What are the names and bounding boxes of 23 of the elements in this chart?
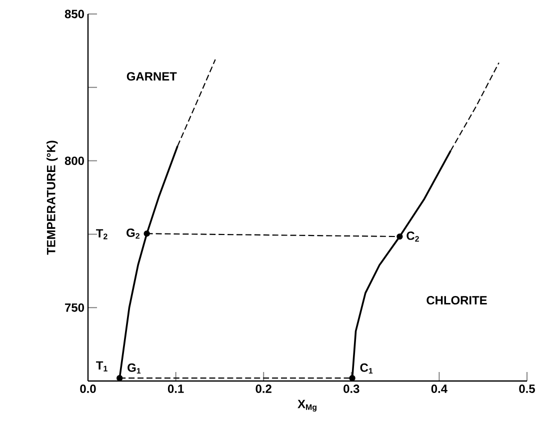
- annotation: CHLORITE: [426, 296, 487, 304]
- annotation: G$_{2}$: [126, 228, 140, 239]
- y-tick-label: 750: [65, 303, 84, 312]
- point: [116, 374, 123, 382]
- point: [396, 233, 403, 240]
- annotation: C$_{1}$: [360, 363, 373, 374]
- x-axis-title: X$_{Mg}$: [298, 400, 316, 412]
- x-tick-label: 0.5: [519, 384, 535, 393]
- annotation: C$_{2}$: [406, 231, 419, 242]
- x-tick-label: 0.3: [344, 384, 360, 394]
- y-axis-title: TEMPERATURE (°K): [46, 140, 58, 255]
- point: [144, 230, 150, 237]
- annotation: T$_{2}$: [96, 229, 108, 240]
- x-tick-label: 0.2: [256, 384, 272, 393]
- annotation: G$_{1}$: [128, 363, 141, 374]
- x-tick-label: 0.1: [168, 384, 184, 393]
- y-tick-label: 800: [64, 156, 84, 166]
- annotation: GARNET: [126, 72, 177, 81]
- y-tick-label: 850: [64, 10, 84, 18]
- x-tick-label: 0.0: [80, 384, 96, 393]
- x-tick-label: 0.4: [431, 384, 448, 393]
- annotation: T$_{1}$: [96, 361, 108, 372]
- point: [349, 374, 356, 382]
